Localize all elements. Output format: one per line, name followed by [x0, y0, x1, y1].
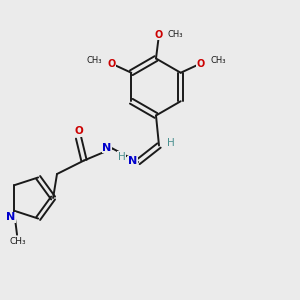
Text: O: O — [74, 126, 83, 136]
Text: CH₃: CH₃ — [210, 56, 226, 65]
Text: O: O — [108, 59, 116, 69]
Text: N: N — [128, 156, 137, 167]
Text: O: O — [155, 29, 163, 40]
Text: H: H — [167, 138, 174, 148]
Text: O: O — [196, 59, 204, 69]
Text: CH₃: CH₃ — [86, 56, 102, 65]
Text: N: N — [6, 212, 16, 222]
Text: N: N — [103, 143, 112, 153]
Text: CH₃: CH₃ — [168, 30, 183, 39]
Text: H: H — [118, 152, 125, 162]
Text: CH₃: CH₃ — [9, 237, 26, 246]
